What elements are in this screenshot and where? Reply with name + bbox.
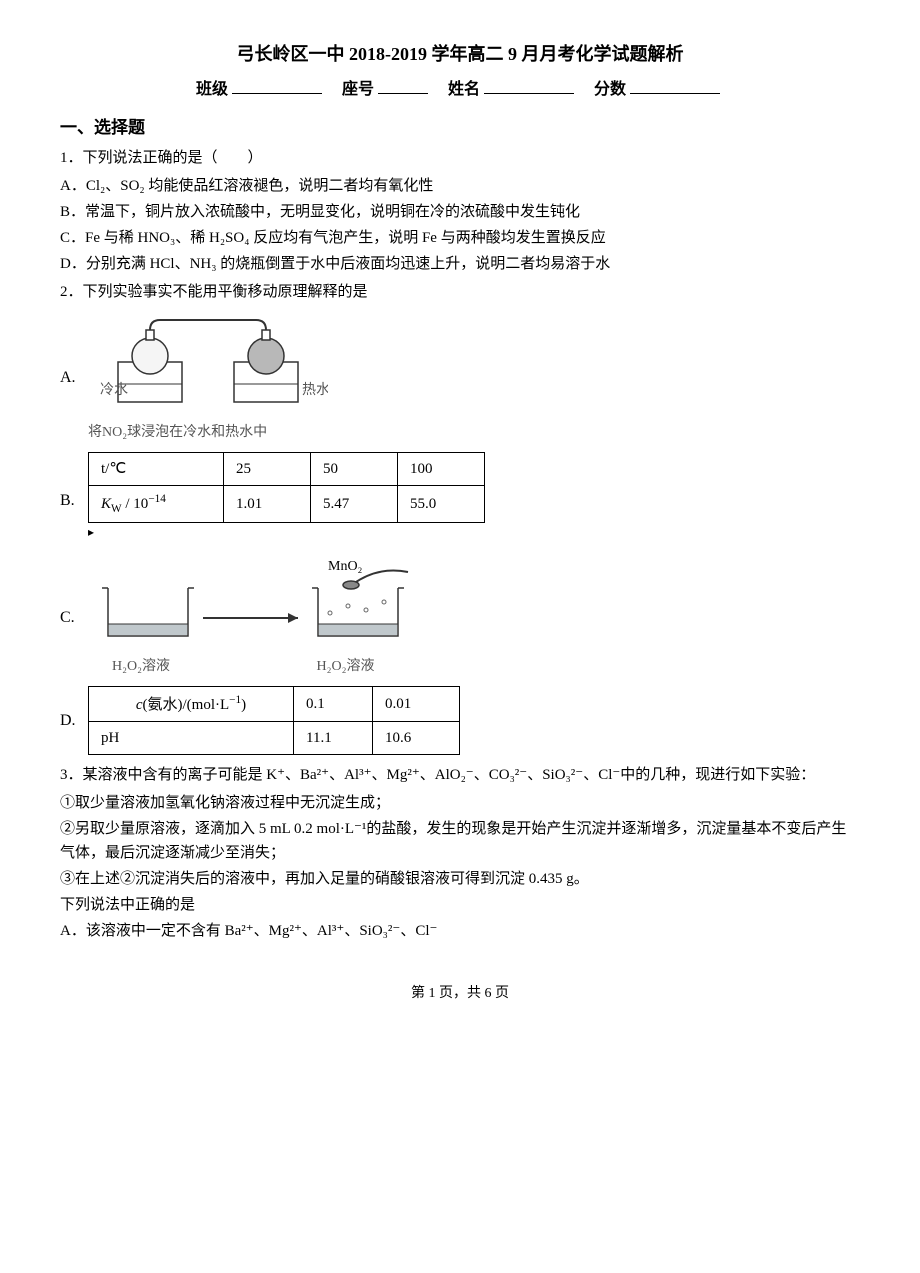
table-cell: 1.01 bbox=[224, 485, 311, 522]
name-blank[interactable] bbox=[484, 77, 574, 94]
option-label-c: C. bbox=[60, 605, 88, 631]
q3-p4: 下列说法中正确的是 bbox=[60, 893, 860, 917]
option-label-a: A. bbox=[60, 365, 88, 391]
class-blank[interactable] bbox=[232, 77, 322, 94]
hot-water-label: 热水 bbox=[302, 382, 328, 398]
q2-stem: 2．下列实验事实不能用平衡移动原理解释的是 bbox=[60, 280, 860, 304]
class-label: 班级 bbox=[196, 81, 228, 98]
q3-stem: 3．某溶液中含有的离子可能是 K⁺、Ba²⁺、Al³⁺、Mg²⁺、AlO₂⁻、C… bbox=[60, 763, 860, 787]
student-info-line: 班级 座号 姓名 分数 bbox=[60, 77, 860, 103]
q2-option-a: A. 冷水 热水 将NO₂球浸泡在冷水和热水中 bbox=[60, 312, 860, 444]
table-cell: 55.0 bbox=[398, 485, 485, 522]
score-blank[interactable] bbox=[630, 77, 720, 94]
table-cell: 25 bbox=[224, 452, 311, 485]
option-label-b: B. bbox=[60, 488, 88, 514]
page-title: 弓长岭区一中 2018-2019 学年高二 9 月月考化学试题解析 bbox=[60, 40, 860, 69]
q1-option-d: D．分别充满 HCl、NH₃ 的烧瓶倒置于水中后液面均迅速上升，说明二者均易溶于… bbox=[60, 252, 860, 276]
q2-option-c: C. MnO₂ bbox=[60, 558, 860, 678]
seat-label: 座号 bbox=[342, 81, 374, 98]
q1-stem: 1．下列说法正确的是（ ） bbox=[60, 146, 860, 170]
cold-water-label: 冷水 bbox=[100, 382, 128, 398]
beaker-reaction-diagram: MnO₂ bbox=[88, 558, 428, 678]
q1-option-a: A．Cl₂、SO₂ 均能使品红溶液褪色，说明二者均有氧化性 bbox=[60, 174, 860, 198]
q2-b-table: t/℃ 25 50 100 KW / 10−14 1.01 5.47 55.0 bbox=[88, 452, 485, 523]
svg-text:MnO₂: MnO₂ bbox=[328, 559, 363, 574]
q3-p1: ①取少量溶液加氢氧化钠溶液过程中无沉淀生成； bbox=[60, 791, 860, 815]
seat-blank[interactable] bbox=[378, 77, 428, 94]
note-marker: ▸ bbox=[88, 525, 94, 539]
q1-option-b: B．常温下，铜片放入浓硫酸中，无明显变化，说明铜在冷的浓硫酸中发生钝化 bbox=[60, 200, 860, 224]
table-cell: 5.47 bbox=[311, 485, 398, 522]
table-cell: 10.6 bbox=[373, 722, 460, 755]
table-cell: 0.01 bbox=[373, 687, 460, 722]
table-cell: 0.1 bbox=[294, 687, 373, 722]
q3-p2: ②另取少量原溶液，逐滴加入 5 mL 0.2 mol·L⁻¹的盐酸，发生的现象是… bbox=[60, 817, 860, 865]
q2-d-table: c(氨水)/(mol·L−1) 0.1 0.01 pH 11.1 10.6 bbox=[88, 686, 460, 755]
section-1-title: 一、选择题 bbox=[60, 114, 860, 141]
q3-p3: ③在上述②沉淀消失后的溶液中，再加入足量的硝酸银溶液可得到沉淀 0.435 g。 bbox=[60, 867, 860, 891]
q2-option-b: B. t/℃ 25 50 100 KW / 10−14 1.01 5.47 55… bbox=[60, 452, 860, 550]
name-label: 姓名 bbox=[448, 81, 480, 98]
left-beaker-label: H₂O₂溶液 bbox=[88, 656, 224, 678]
page-footer: 第 1 页，共 6 页 bbox=[60, 983, 860, 1005]
q2-option-d: D. c(氨水)/(mol·L−1) 0.1 0.01 pH 11.1 10.6 bbox=[60, 686, 860, 755]
table-cell: 50 bbox=[311, 452, 398, 485]
table-cell: 11.1 bbox=[294, 722, 373, 755]
table-cell: c(氨水)/(mol·L−1) bbox=[89, 687, 294, 722]
q1-option-c: C．Fe 与稀 HNO₃、稀 H₂SO₄ 反应均有气泡产生，说明 Fe 与两种酸… bbox=[60, 226, 860, 250]
q2-a-caption: 将NO₂球浸泡在冷水和热水中 bbox=[88, 422, 860, 444]
q3-option-a: A．该溶液中一定不含有 Ba²⁺、Mg²⁺、Al³⁺、SiO₃²⁻、Cl⁻ bbox=[60, 919, 860, 943]
option-label-d: D. bbox=[60, 708, 88, 734]
table-cell: 100 bbox=[398, 452, 485, 485]
table-cell: t/℃ bbox=[89, 452, 224, 485]
score-label: 分数 bbox=[594, 81, 626, 98]
table-cell: KW / 10−14 bbox=[89, 485, 224, 522]
flask-diagram: 冷水 热水 bbox=[88, 312, 328, 420]
table-cell: pH bbox=[89, 722, 294, 755]
right-beaker-label: H₂O₂溶液 bbox=[316, 656, 428, 678]
